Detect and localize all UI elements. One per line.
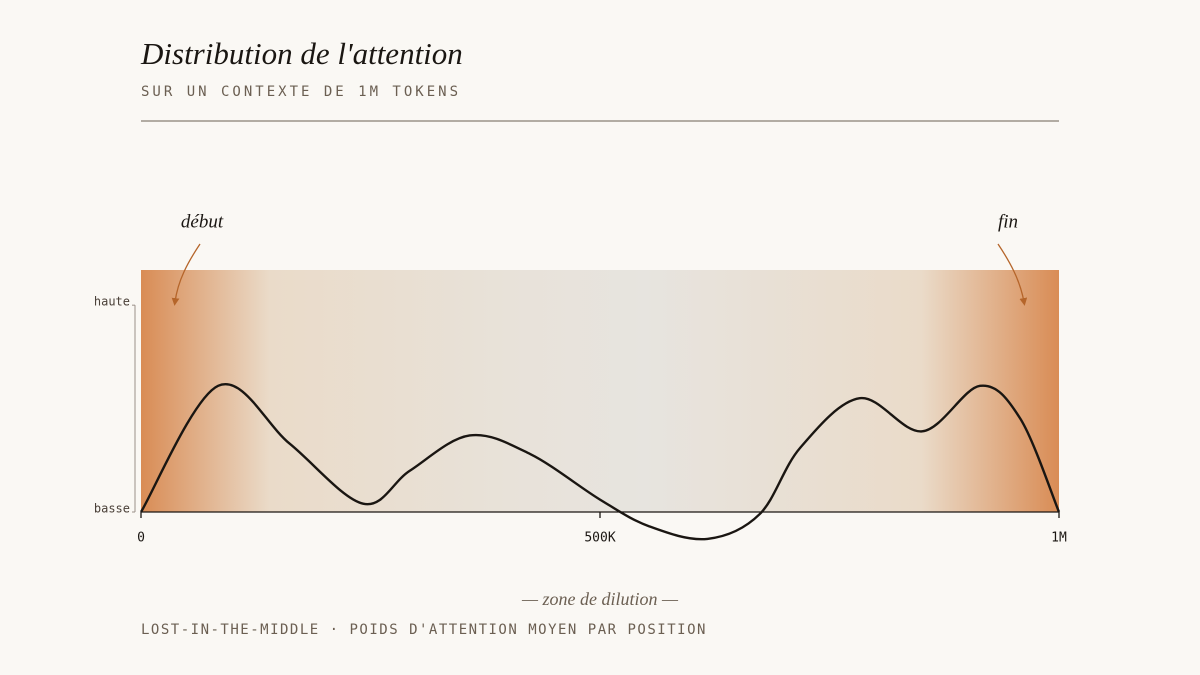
caption: LOST-IN-THE-MIDDLE · POIDS D'ATTENTION M… <box>141 622 707 638</box>
chart-title: Distribution de l'attention <box>140 36 463 71</box>
line <box>139 382 1061 541</box>
chart-subtitle: SUR UN CONTEXTE DE 1M TOKENS <box>141 84 461 100</box>
x-tick-label: 1M <box>1051 531 1067 546</box>
background-band <box>141 270 1059 512</box>
arrow <box>171 243 201 306</box>
y-tick-label: haute <box>94 295 130 309</box>
x-tick-label: 500K <box>584 531 615 546</box>
x-tick-label: 0 <box>137 531 145 546</box>
annotation: début <box>181 211 224 232</box>
annotation: fin <box>998 211 1018 232</box>
y-tick-label: basse <box>94 502 130 516</box>
plot-area: haute basse 0 500K 1M <box>94 270 1067 546</box>
arrow <box>997 243 1028 306</box>
annotation: — zone de dilution — <box>521 589 679 609</box>
